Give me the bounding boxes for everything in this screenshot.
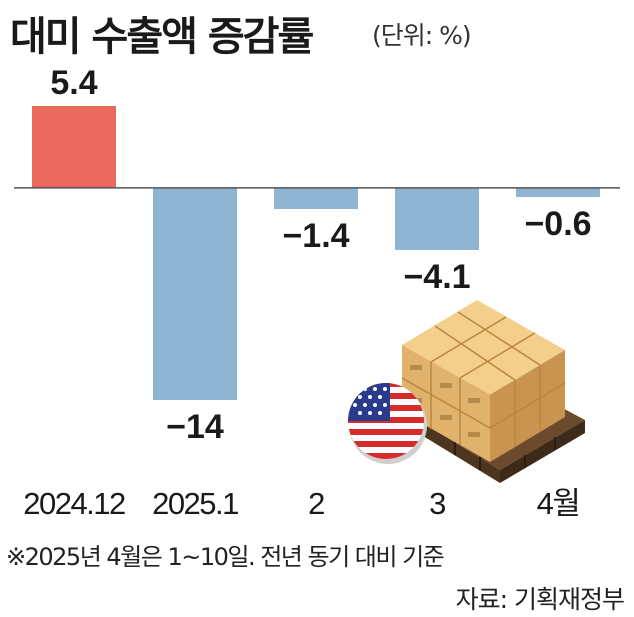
x-tick-label-4: 4월 xyxy=(537,486,580,521)
bar-2 xyxy=(274,187,358,210)
us-flag-icon xyxy=(348,383,427,464)
x-tick-label-3: 3 xyxy=(429,486,445,521)
bar-value-label-3: −4.1 xyxy=(403,258,470,296)
bar-value-label-0: 5.4 xyxy=(50,64,97,102)
source-label: 자료: 기획재정부 xyxy=(455,585,625,614)
bar-4 xyxy=(516,187,600,197)
bar-3 xyxy=(395,187,479,250)
bar-0 xyxy=(32,106,116,188)
x-tick-label-1: 2025.1 xyxy=(152,486,238,521)
x-tick-label-2: 2 xyxy=(308,486,324,521)
unit-label: (단위: %) xyxy=(372,21,472,50)
bar-value-label-4: −0.6 xyxy=(524,205,591,243)
x-tick-label-0: 2024.12 xyxy=(23,486,125,521)
bar-value-label-1: −14 xyxy=(166,408,224,446)
bar-1 xyxy=(153,187,237,400)
footnote: ※2025년 4월은 1~10일. 전년 동기 대비 기준 xyxy=(6,543,445,571)
cargo-pallet-illustration xyxy=(401,300,585,483)
bar-chart: 5.4 −14 −1.4 −4.1 −0.6 2024.12 2025.1 2 3 4월 xyxy=(14,64,620,521)
chart-title: 대미 수출액 증감률 xyxy=(10,14,314,60)
bar-value-label-2: −1.4 xyxy=(282,217,349,255)
